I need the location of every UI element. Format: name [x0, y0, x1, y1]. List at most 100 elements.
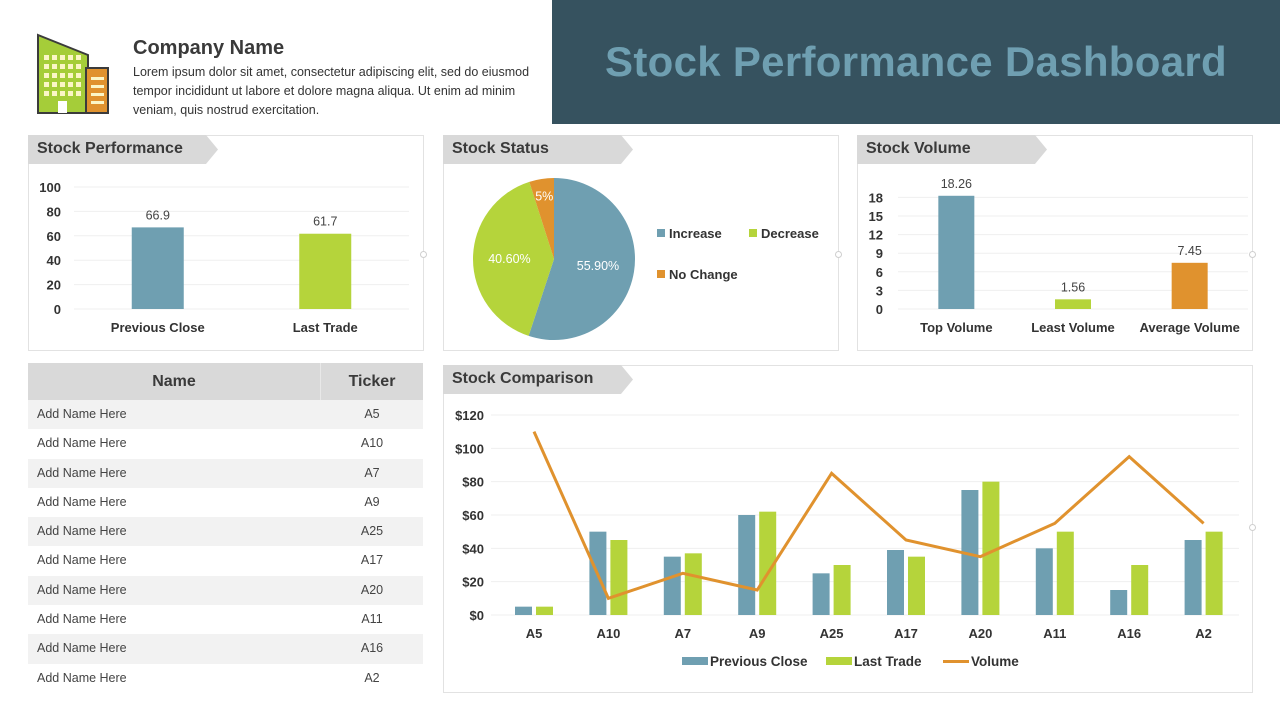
- bar-previous-close[interactable]: [812, 573, 830, 615]
- panel-title: Stock Comparison: [443, 365, 633, 394]
- legend-label[interactable]: Decrease: [761, 226, 819, 241]
- legend-label[interactable]: Previous Close: [710, 654, 808, 669]
- legend-label[interactable]: Increase: [669, 226, 722, 241]
- bar-previous-close[interactable]: [738, 515, 756, 615]
- bar-previous-close[interactable]: [961, 490, 979, 615]
- stock-volume-chart: 0 3 6 9 12 15 18 18.26 Top Volume 1.56 Least Volum…: [869, 177, 1248, 335]
- data-label: 61.7: [313, 215, 337, 229]
- data-label: 7.45: [1177, 244, 1201, 258]
- table-row[interactable]: Add Name Here A5: [28, 400, 423, 430]
- x-tick-label: A7: [674, 626, 691, 641]
- row-name: Add Name Here: [37, 582, 127, 597]
- x-tick-label: A5: [526, 626, 543, 641]
- y-tick-label: 12: [869, 228, 883, 243]
- x-tick-label: A17: [894, 626, 918, 641]
- legend-swatch: [657, 229, 665, 237]
- table-row[interactable]: Add Name Here A16: [28, 634, 423, 664]
- pie-slice[interactable]: [473, 181, 554, 336]
- bar[interactable]: [938, 195, 975, 309]
- legend-label[interactable]: Last Trade: [854, 654, 922, 669]
- table-row[interactable]: Add Name Here A20: [28, 575, 423, 606]
- y-tick-label: $120: [455, 408, 484, 423]
- x-tick-label: A11: [1043, 626, 1066, 641]
- column-header-name[interactable]: Name: [28, 363, 321, 400]
- y-tick-label: 9: [876, 246, 883, 261]
- stock-comparison-chart: $0 $20 $40 $60 $80 $100 $120 A5 A10 A7 A9 A25 A17 A20…: [455, 408, 1239, 669]
- x-tick-label: A25: [820, 626, 844, 641]
- bar-last-trade[interactable]: [1056, 531, 1074, 615]
- company-description: Lorem ipsum dolor sit amet, consectetur …: [133, 65, 530, 117]
- legend-label[interactable]: No Change: [669, 267, 738, 282]
- y-tick-label: 0: [876, 302, 883, 317]
- pie-slice[interactable]: [529, 178, 554, 259]
- legend-swatch: [657, 270, 665, 278]
- data-label: 1.56: [1061, 280, 1085, 294]
- row-ticker: A17: [360, 553, 384, 568]
- bar-last-trade[interactable]: [1205, 531, 1223, 615]
- legend-swatch: [826, 657, 852, 665]
- y-tick-label: $60: [462, 508, 484, 523]
- row-name: Add Name Here: [37, 670, 127, 685]
- stock-performance-panel[interactable]: Stock Performance 0 20 40 60 80 100 66.9 Previo…: [28, 135, 424, 351]
- stock-performance-chart: 0 20 40 60 80 100 66.9 Previous Close 61.7 Last T…: [39, 180, 409, 335]
- bar-last-trade[interactable]: [684, 553, 702, 615]
- pie-slice[interactable]: [528, 178, 635, 340]
- table-row[interactable]: Add Name Here A10: [28, 429, 423, 458]
- x-tick-label: Top Volume: [920, 320, 992, 335]
- column-header-ticker[interactable]: Ticker: [348, 373, 396, 390]
- legend-label[interactable]: Volume: [971, 654, 1019, 669]
- volume-line[interactable]: [532, 431, 1205, 601]
- resize-handle[interactable]: [420, 251, 427, 258]
- y-tick-label: 80: [47, 204, 61, 219]
- y-tick-label: $0: [470, 608, 484, 623]
- resize-handle[interactable]: [1249, 251, 1256, 258]
- slice-label: 40.60%: [488, 252, 530, 266]
- resize-handle[interactable]: [1249, 524, 1256, 531]
- slice-label: 5%: [535, 190, 553, 204]
- bar-previous-close[interactable]: [515, 606, 532, 615]
- resize-handle[interactable]: [835, 251, 842, 258]
- y-tick-label: 20: [47, 278, 61, 293]
- bar[interactable]: [1171, 262, 1208, 309]
- bar-last-trade[interactable]: [610, 540, 628, 615]
- x-tick-label: Least Volume: [1031, 320, 1115, 335]
- table-row[interactable]: Add Name Here A7: [28, 458, 423, 488]
- page-title: Stock Performance Dashboard: [605, 38, 1227, 85]
- table-row[interactable]: Add Name Here A11: [28, 605, 423, 634]
- bar[interactable]: [299, 233, 352, 309]
- y-tick-label: 6: [876, 265, 883, 280]
- data-label: 18.26: [941, 177, 972, 191]
- bar-last-trade[interactable]: [833, 565, 851, 615]
- bar-last-trade[interactable]: [908, 556, 925, 615]
- bar-previous-close[interactable]: [887, 550, 904, 615]
- bar-last-trade[interactable]: [1131, 565, 1149, 615]
- bar-previous-close[interactable]: [1110, 590, 1128, 615]
- y-tick-label: $40: [462, 541, 484, 556]
- bar-last-trade[interactable]: [982, 481, 1000, 615]
- row-ticker: A2: [364, 670, 380, 685]
- y-tick-label: 15: [869, 209, 883, 224]
- table-row[interactable]: Add Name Here A17: [28, 546, 423, 575]
- table-row[interactable]: Add Name Here A25: [28, 517, 423, 547]
- row-name: Add Name Here: [37, 407, 127, 421]
- bar-previous-close[interactable]: [663, 556, 681, 615]
- stock-volume-panel[interactable]: Stock Volume 0 3 6 9 12 15 18 18.26 Top Volume 1.…: [857, 135, 1253, 351]
- x-tick-label: A10: [596, 626, 620, 641]
- bar-previous-close[interactable]: [1035, 548, 1053, 615]
- row-name: Add Name Here: [37, 436, 127, 451]
- bar[interactable]: [131, 227, 184, 309]
- table-row[interactable]: Add Name Here A9: [28, 488, 423, 517]
- x-tick-label: Previous Close: [111, 320, 205, 335]
- bar-previous-close[interactable]: [1184, 540, 1202, 615]
- row-ticker: A10: [360, 436, 384, 451]
- bar-last-trade[interactable]: [759, 511, 777, 615]
- x-tick-label: Last Trade: [293, 320, 358, 335]
- row-name: Add Name Here: [37, 612, 127, 627]
- panel-title: Stock Performance: [28, 135, 218, 164]
- table-row[interactable]: Add Name Here A2: [28, 664, 423, 693]
- bar[interactable]: [1055, 299, 1091, 309]
- bar-last-trade[interactable]: [536, 606, 553, 615]
- stock-status-panel[interactable]: Stock Status 55.90% 40.60% 5% Increase Decre…: [443, 135, 839, 351]
- stock-comparison-panel[interactable]: Stock Comparison $0 $20 $40 $60 $80 $100 $120 A…: [443, 365, 1253, 693]
- y-tick-label: $80: [462, 475, 484, 490]
